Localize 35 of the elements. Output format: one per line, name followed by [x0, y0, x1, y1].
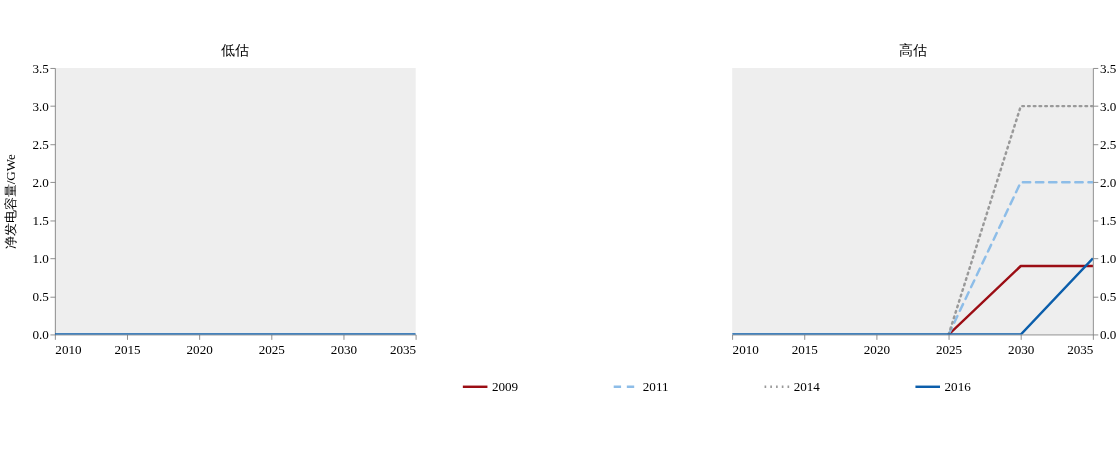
chart-title: 高估	[898, 42, 927, 58]
y-tick-label: 0.5	[1099, 288, 1117, 304]
chart-title: 低估	[221, 42, 250, 58]
y-tick-label: 1.5	[32, 212, 50, 228]
x-tick-label: 2015	[791, 341, 819, 357]
x-tick-label: 2010	[732, 341, 760, 357]
y-tick-label: 1.5	[1099, 212, 1117, 228]
y-tick-label: 3.5	[32, 60, 50, 76]
y-tick-label: 0.0	[1099, 327, 1117, 343]
y-tick-label: 1.0	[32, 250, 50, 266]
x-tick-label: 2030	[1008, 341, 1035, 357]
y-tick-label: 3.0	[32, 98, 50, 114]
legend-label: 2009	[491, 378, 519, 394]
x-tick-label: 2010	[55, 341, 83, 357]
x-tick-label: 2030	[330, 341, 358, 357]
y-tick-label: 2.0	[1099, 174, 1117, 190]
y-tick-label: 0.0	[32, 327, 50, 343]
legend-label: 2016	[944, 378, 972, 394]
x-tick-label: 2035	[1067, 341, 1094, 357]
y-tick-label: 2.5	[32, 136, 50, 152]
y-axis-title: 净发电容量/GWe	[3, 153, 19, 250]
x-tick-label: 2020	[863, 341, 891, 357]
y-tick-label: 2.5	[1099, 136, 1117, 152]
x-tick-label: 2025	[935, 341, 963, 357]
x-tick-label: 2020	[186, 341, 214, 357]
y-tick-label: 3.0	[1099, 98, 1117, 114]
x-tick-label: 2025	[258, 341, 286, 357]
y-tick-label: 0.5	[32, 288, 50, 304]
y-tick-label: 2.0	[32, 174, 50, 190]
y-tick-label: 1.0	[1099, 250, 1117, 266]
legend-label: 2014	[793, 378, 821, 394]
x-tick-label: 2015	[114, 341, 142, 357]
y-tick-label: 3.5	[1099, 60, 1117, 76]
x-tick-label: 2035	[389, 341, 417, 357]
legend-label: 2011	[642, 378, 669, 394]
